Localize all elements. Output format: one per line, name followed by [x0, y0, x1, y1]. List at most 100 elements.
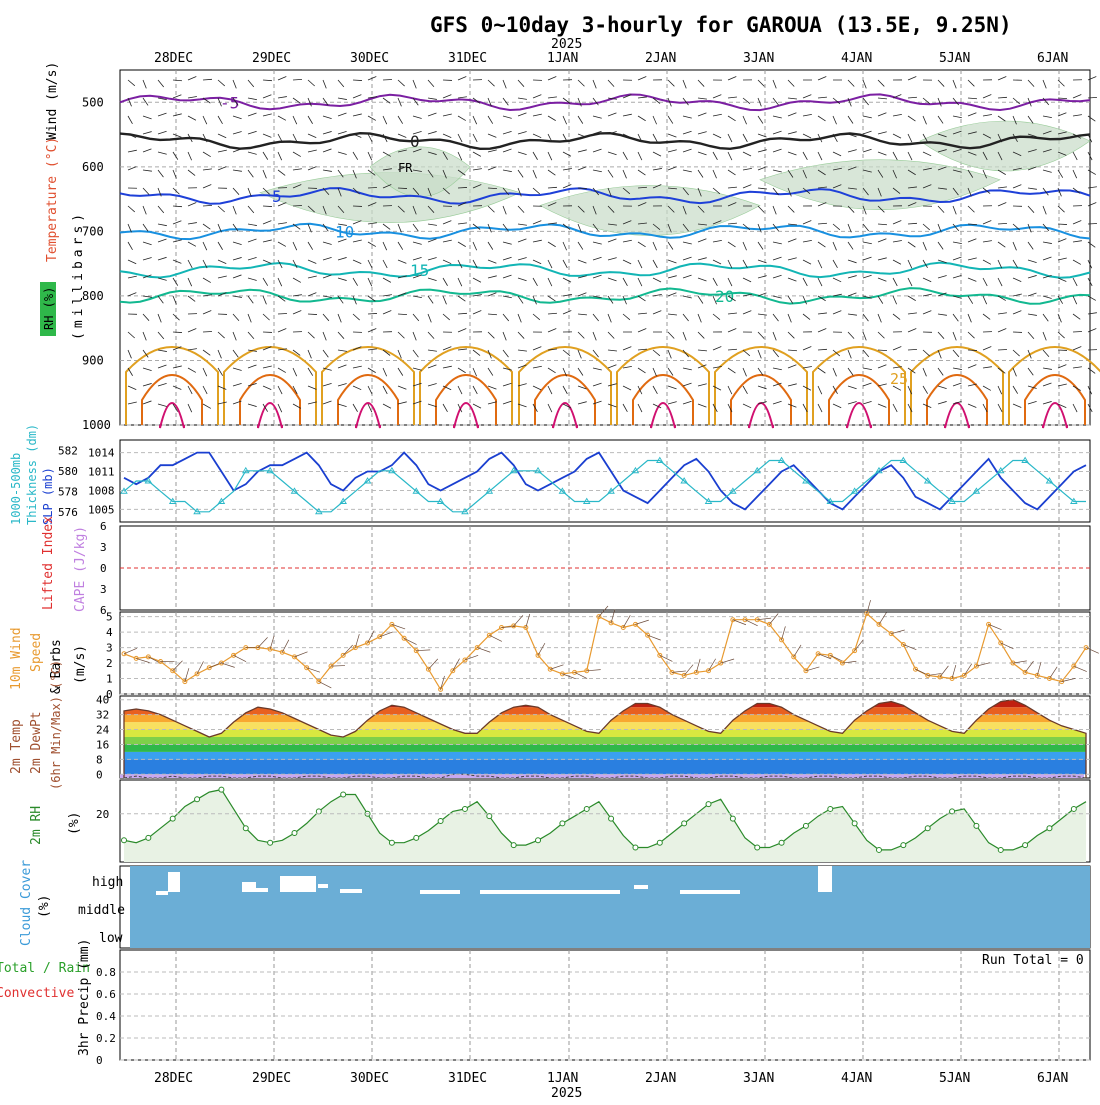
wind-barb [878, 132, 887, 134]
wind-barb [1028, 188, 1037, 189]
wind-barb [743, 152, 751, 156]
wind-barb [1088, 242, 1095, 247]
wind-barb [263, 80, 272, 81]
wind-barb [158, 239, 166, 242]
wind-barb [968, 258, 977, 260]
temp2m-tick-label: 8 [96, 753, 103, 766]
cloud-tick-middle: middle [78, 903, 125, 918]
wind10-barb [794, 645, 801, 657]
temp-contour-dome [633, 375, 693, 425]
wind-barb [548, 187, 557, 188]
wind-barb [533, 114, 542, 116]
wind-barb [698, 350, 707, 351]
wind-barb [383, 386, 387, 394]
wind-barb [923, 98, 930, 104]
wind-barb [683, 80, 686, 88]
wind-barb [593, 332, 596, 340]
wind-barb [653, 152, 661, 156]
wind-barb [818, 386, 822, 394]
wind-barb [158, 206, 164, 213]
wind-barb [308, 276, 317, 278]
temp2m-tick-label: 24 [96, 724, 110, 737]
upper-axis-label: (millibars) [71, 210, 86, 340]
wind-barb [443, 221, 451, 224]
wind-barb [713, 95, 721, 98]
wind-barb [158, 365, 166, 368]
wind-barb [668, 386, 677, 389]
wind-barb [848, 276, 857, 278]
wind-barb [728, 76, 736, 80]
wind-barb [743, 185, 751, 188]
wind-barb [1043, 368, 1052, 369]
wind-barb [623, 347, 631, 350]
wind-barb [563, 169, 572, 170]
wind-barb [728, 278, 732, 286]
wind-barb [878, 296, 883, 304]
wind-barb [263, 114, 272, 116]
wind-barb [143, 224, 148, 231]
wind-barb [293, 260, 297, 268]
wind-barb [878, 239, 886, 242]
wind-barb [833, 116, 837, 124]
wind-barb [218, 134, 226, 138]
wind-barb [998, 329, 1006, 332]
wind-barb [1088, 296, 1096, 300]
wind-barb [398, 260, 406, 263]
wind-barb [233, 132, 242, 134]
cloud-gap-tall [280, 876, 316, 892]
wind-barb [773, 401, 782, 404]
wind-barb [428, 257, 437, 260]
temp-bands [120, 692, 1090, 774]
wind-barb [698, 384, 707, 386]
wind-barb [323, 131, 332, 134]
wind-barb [338, 404, 347, 407]
wind-barb [533, 170, 536, 178]
wind-barb [743, 134, 747, 142]
wind-barb [863, 368, 872, 370]
wind-barb [608, 350, 617, 351]
cloud-gap [256, 888, 268, 892]
wind-barb [263, 206, 272, 207]
wind-barb [848, 401, 857, 404]
wind-barb [668, 116, 673, 124]
wind-barb [248, 239, 256, 242]
wind-barb [668, 242, 673, 250]
wind-barb [593, 149, 602, 152]
wind-barb [143, 242, 152, 245]
wind-barb [428, 131, 437, 134]
wind-barb [338, 113, 346, 116]
precip-run-total: Run Total = 0 [982, 953, 1084, 968]
wind-barb [503, 401, 512, 404]
wind-barb [863, 383, 871, 386]
wind-barb [203, 278, 211, 283]
wind-barb [413, 116, 422, 118]
temp-contour-dome [258, 403, 282, 428]
wind10-barb [234, 655, 246, 661]
wind-barb [158, 113, 167, 116]
wind-barb [218, 386, 226, 389]
wind10-barb [1049, 667, 1057, 679]
wind-barb [173, 332, 182, 333]
rh2m-point [243, 826, 248, 831]
wind-barb [908, 152, 912, 160]
wind-barb [983, 95, 991, 98]
wind-barb [278, 329, 286, 332]
wind-barb [998, 187, 1007, 188]
wind-barb [443, 260, 451, 264]
wind-barb [458, 134, 462, 142]
wind-barb [128, 332, 135, 338]
wind10-barb [940, 666, 949, 677]
wind-barb [1013, 242, 1016, 250]
wind-barb [548, 77, 556, 80]
wind-barb [803, 314, 810, 320]
wind-barb [1043, 383, 1051, 386]
wind-barb [668, 134, 676, 137]
wind-barb [473, 169, 482, 170]
wind-barb [263, 152, 268, 160]
wind-barb [293, 79, 302, 80]
wind-barb [248, 80, 254, 87]
temp2m-tick-label: 32 [96, 709, 109, 722]
slp-tick-label: 1005 [88, 503, 115, 516]
wind-barb [398, 314, 407, 315]
wind-barb [1013, 185, 1021, 188]
